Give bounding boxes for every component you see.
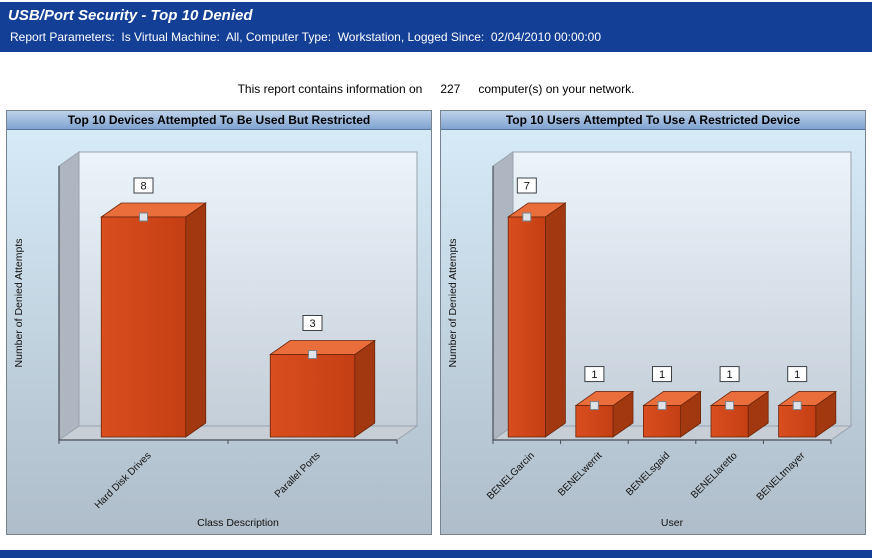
- value-label: 3: [309, 318, 315, 330]
- value-label: 8: [140, 181, 146, 193]
- value-label-box: [787, 366, 808, 383]
- value-label: 1: [794, 369, 800, 381]
- bar-marker: [308, 350, 317, 359]
- bar-front-face: [710, 405, 749, 438]
- bar-marker: [139, 212, 148, 222]
- value-label-box: [584, 366, 605, 383]
- y-axis-title: Number of Denied Attempts: [447, 239, 459, 368]
- summary-suffix: computer(s) on your network.: [478, 82, 635, 96]
- users-chart: 7 BENELGarcin 1 BENELwerrit 1 BENELsgaid 1 BENE…: [441, 130, 865, 534]
- chart-panel-devices: Top 10 Devices Attempted To Be Used But …: [6, 110, 432, 535]
- x-axis-title: Class Description: [197, 517, 279, 529]
- chart-svg: 7BENELGarcin1BENELwerrit1BENELsgaid1BENE…: [441, 130, 865, 534]
- value-label-box: [516, 177, 537, 194]
- bar-front-face: [507, 216, 546, 438]
- bar-front-face: [269, 354, 356, 438]
- chart-title-devices: Top 10 Devices Attempted To Be Used But …: [7, 111, 431, 130]
- value-label-box: [719, 366, 740, 383]
- bar-side-face: [185, 202, 207, 438]
- value-label-box: [302, 315, 323, 331]
- bar-front-face: [778, 405, 817, 438]
- chart-panel-users: Top 10 Users Attempted To Use A Restrict…: [440, 110, 866, 535]
- bar-marker: [657, 401, 667, 411]
- bar-marker: [589, 401, 599, 411]
- bar-front-face: [100, 216, 187, 438]
- value-label: 1: [591, 369, 597, 381]
- devices-chart: 8 Hard Disk Drives 3 Parallel Ports Number o…: [7, 130, 431, 534]
- bar-marker: [522, 212, 532, 222]
- computer-count: 227: [440, 82, 461, 96]
- chart-left-wall: [58, 151, 80, 441]
- summary-line: This report contains information on 227 co…: [0, 82, 872, 96]
- summary-prefix: This report contains information on: [237, 82, 423, 96]
- footer-bar: [0, 550, 872, 558]
- x-axis-title: User: [661, 517, 684, 529]
- value-label-box: [652, 366, 672, 383]
- chart-title-users: Top 10 Users Attempted To Use A Restrict…: [441, 111, 865, 130]
- bar-side-face: [544, 202, 566, 438]
- charts-row: Top 10 Devices Attempted To Be Used But …: [0, 110, 872, 535]
- value-label: 1: [659, 369, 665, 381]
- value-label-box: [133, 177, 154, 194]
- bar-front-face: [643, 405, 681, 438]
- bar-front-face: [575, 405, 614, 438]
- y-axis-title: Number of Denied Attempts: [13, 239, 25, 368]
- value-label: 1: [727, 369, 733, 381]
- bar-marker: [792, 401, 802, 411]
- value-label: 7: [524, 181, 530, 193]
- report-header: USB/Port Security - Top 10 Denied Report…: [0, 2, 872, 52]
- report-parameters: Report Parameters: Is Virtual Machine: A…: [0, 28, 872, 52]
- report-title: USB/Port Security - Top 10 Denied: [0, 2, 872, 28]
- bar-side-face: [354, 339, 376, 438]
- bar-marker: [725, 401, 735, 411]
